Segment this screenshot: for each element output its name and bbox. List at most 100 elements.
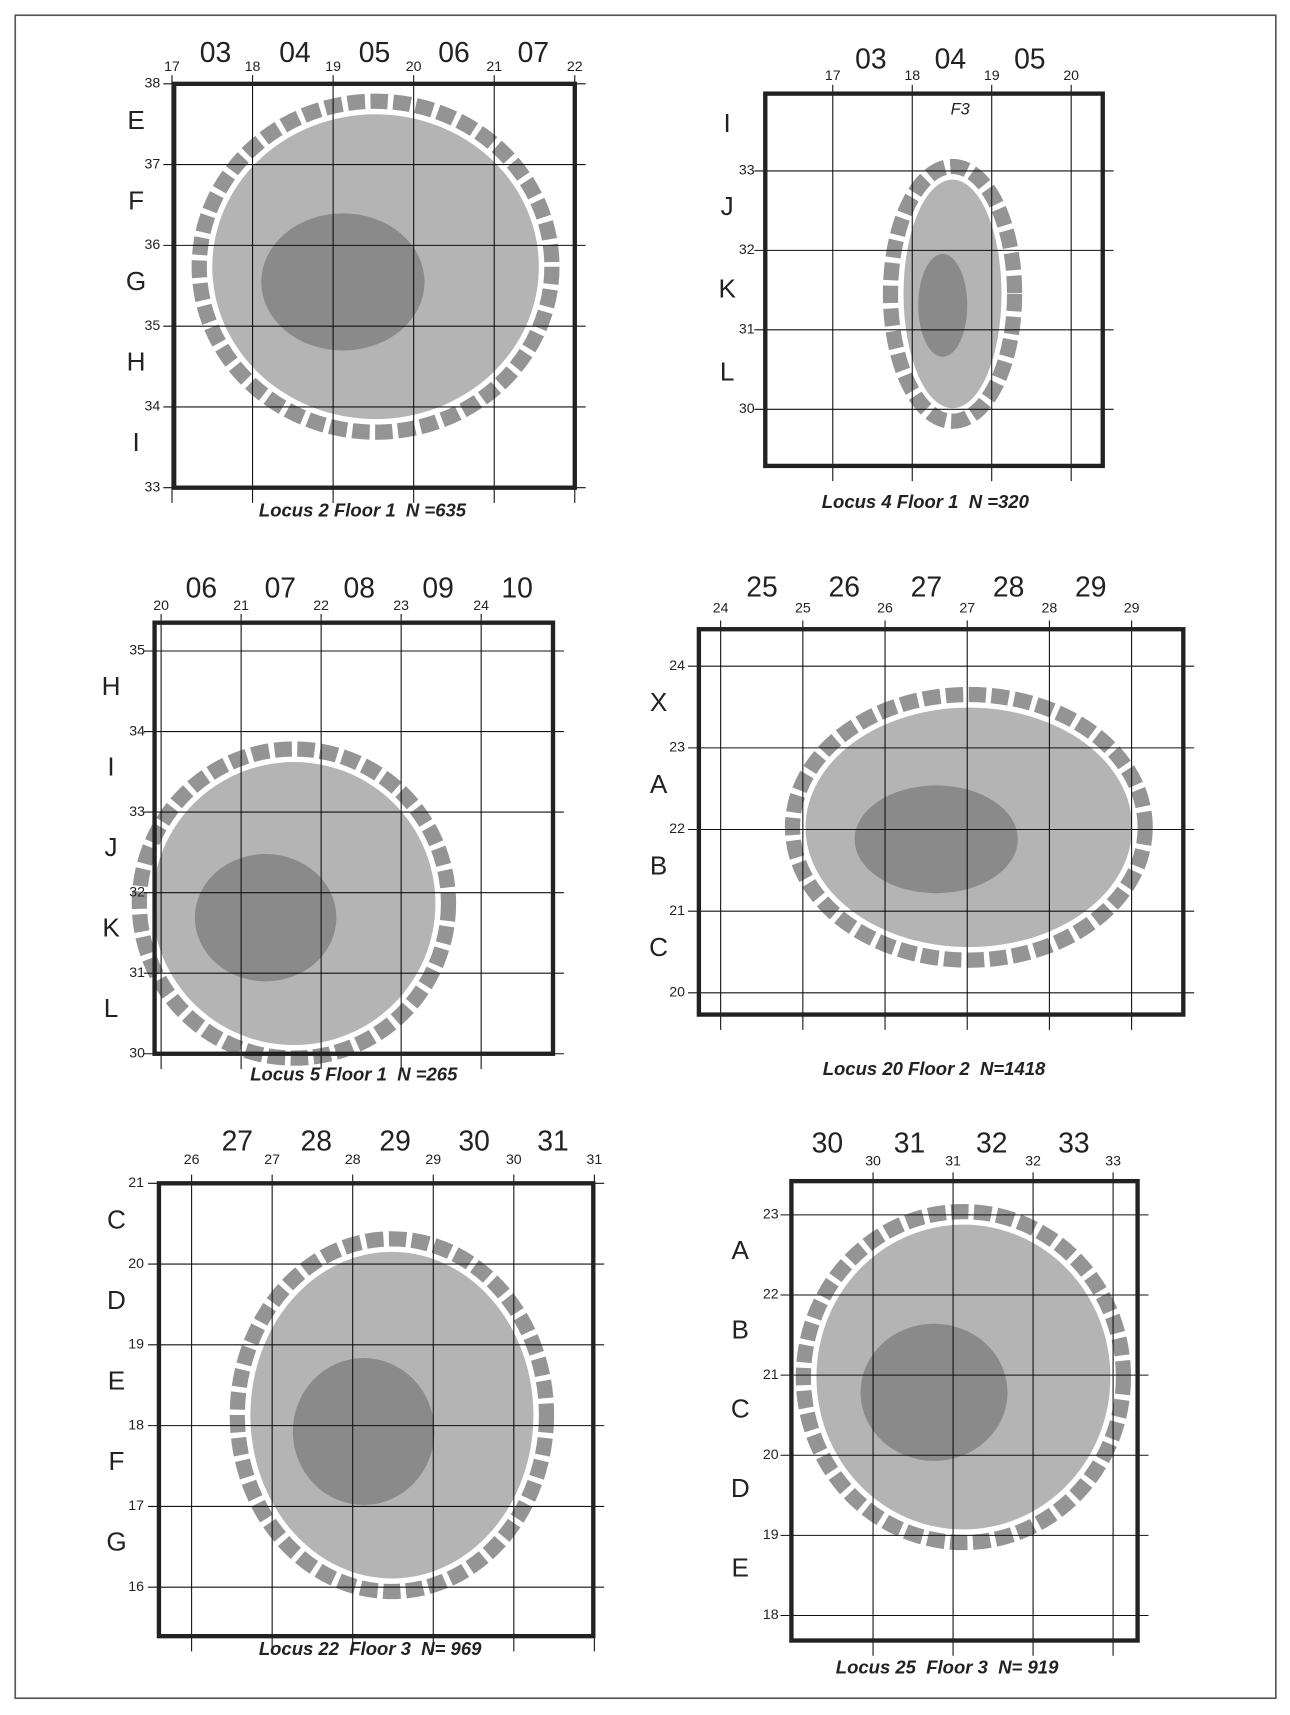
grid-number-side: 32 [129,883,145,899]
grid-number-side: 31 [739,321,755,337]
row-label: J [721,191,734,221]
square-label: 05 [1014,42,1045,74]
square-label: 09 [422,571,453,603]
grid-number-top: 26 [184,1151,200,1167]
row-label: I [724,108,731,138]
grid-number-side: 22 [763,1286,779,1302]
row-label: D [731,1473,750,1503]
grid-number-top: 31 [945,1152,961,1168]
row-label: K [718,274,736,304]
grid-number-top: 19 [984,67,1000,83]
grid-number-side: 18 [763,1606,779,1622]
row-label: F [109,1446,125,1476]
grid-number-top: 30 [506,1151,522,1167]
floor-shading-core [195,854,337,981]
grid-number-top: 29 [425,1151,441,1167]
grid-number-top: 33 [1105,1152,1121,1168]
square-label: 07 [265,571,296,603]
grid-number-top: 28 [345,1151,361,1167]
panel-caption: Locus 4 Floor 1 N =320 [822,491,1030,512]
row-label: L [104,993,119,1023]
floor-shading-core [855,785,1018,893]
grid-number-side: 23 [763,1206,779,1222]
grid-number-side: 36 [145,236,161,252]
grid-number-side: 35 [129,642,145,658]
row-label: E [127,105,144,135]
row-label: A [732,1235,750,1265]
grid-number-top: 21 [233,597,249,613]
grid-number-side: 18 [128,1416,144,1432]
row-label: G [106,1527,126,1557]
grid-number-top: 24 [713,599,729,615]
floor-shading-core [293,1358,435,1505]
grid-number-side: 16 [128,1578,144,1594]
grid-number-top: 20 [1063,67,1079,83]
row-label: J [105,832,118,862]
feature-label: F3 [951,100,970,118]
grid-number-top: 18 [245,58,261,74]
grid-number-side: 35 [145,317,161,333]
square-label: 08 [343,571,374,603]
figure: 1718192021220304050607383736353433EFGHIL… [0,0,1290,1710]
panel-caption: Locus 22 Floor 3 N= 969 [259,1638,482,1659]
grid-number-side: 19 [128,1336,144,1352]
grid-number-side: 31 [129,964,145,980]
row-label: E [732,1553,749,1583]
grid-number-top: 27 [959,599,975,615]
row-label: E [108,1365,125,1395]
panel-caption: Locus 2 Floor 1 N =635 [259,500,467,521]
grid-number-side: 23 [669,739,685,755]
grid-number-side: 19 [763,1526,779,1542]
square-label: 07 [518,36,549,68]
square-label: 10 [501,571,532,603]
square-label: 31 [537,1124,568,1156]
grid-number-top: 23 [393,597,409,613]
square-label: 28 [300,1124,331,1156]
grid-number-top: 21 [486,58,502,74]
square-label: 32 [976,1127,1007,1159]
grid-number-top: 28 [1042,599,1058,615]
grid-number-side: 32 [739,241,755,257]
grid-number-top: 29 [1124,599,1140,615]
floor-shading-core [918,254,967,357]
grid-number-side: 33 [129,803,145,819]
grid-number-side: 21 [669,902,685,918]
panel-caption: Locus 20 Floor 2 N=1418 [823,1058,1046,1079]
row-label: H [127,346,146,376]
panel-caption: Locus 5 Floor 1 N =265 [250,1063,458,1084]
page: {"panels": [ {"caption": "Locus 2 Floor … [0,0,1290,1710]
grid-number-top: 20 [153,597,169,613]
square-label: 06 [438,36,469,68]
grid-number-side: 17 [128,1497,144,1513]
row-label: L [720,356,735,386]
grid-number-top: 19 [325,58,341,74]
row-label: A [650,769,668,799]
grid-number-side: 33 [739,162,755,178]
floor-shading-core [861,1324,1008,1461]
grid-number-side: 38 [145,75,161,91]
square-label: 06 [186,571,217,603]
grid-number-side: 21 [128,1174,144,1190]
grid-number-top: 22 [313,597,329,613]
row-label: G [126,266,146,296]
grid-number-top: 26 [877,599,893,615]
grid-number-side: 37 [145,155,161,171]
row-label: F [128,185,144,215]
grid-number-top: 20 [406,58,422,74]
grid-number-side: 34 [145,398,161,414]
grid-number-side: 22 [669,820,685,836]
grid-number-side: 24 [669,657,685,673]
row-label: H [102,671,121,701]
row-label: X [650,687,667,717]
grid-number-side: 30 [129,1044,145,1060]
row-label: B [732,1314,749,1344]
panel-caption: Locus 25 Floor 3 N= 919 [836,1657,1059,1678]
map-panel: 1718192003040533323130IJKLLocus 4 Floor … [718,42,1113,511]
square-label: 33 [1058,1127,1089,1159]
square-label: 29 [379,1124,410,1156]
floor-shading-core [261,213,424,350]
